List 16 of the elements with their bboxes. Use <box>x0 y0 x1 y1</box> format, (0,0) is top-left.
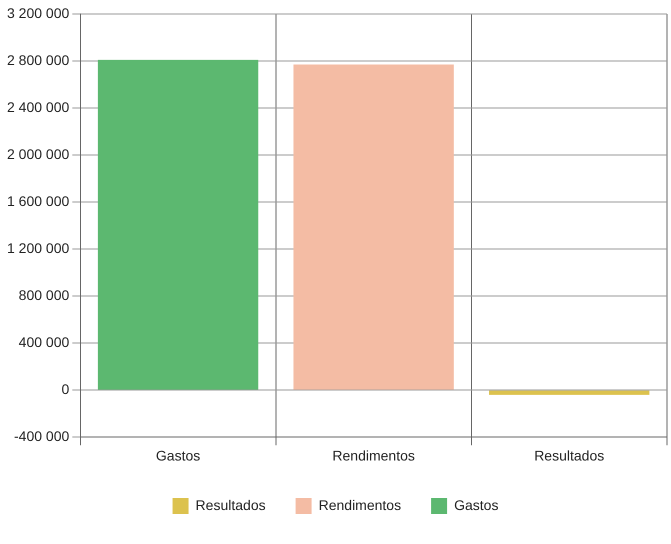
x-tick-label: Rendimentos <box>332 447 415 464</box>
y-tick-label: 2 800 000 <box>6 52 70 68</box>
x-tick-label: Resultados <box>534 447 604 464</box>
y-tick-label: 400 000 <box>18 334 70 350</box>
y-tick-label: 2 400 000 <box>6 98 70 115</box>
y-tick-label: 1 200 000 <box>6 240 70 256</box>
y-tick-label: -400 000 <box>14 428 70 444</box>
x-tick-label: Gastos <box>156 447 200 464</box>
y-tick-label: 0 <box>61 381 70 398</box>
legend-label: Rendimentos <box>318 496 402 513</box>
y-tick-label: 1 600 000 <box>6 192 70 209</box>
legend-label: Gastos <box>454 496 498 513</box>
legend-label: Resultados <box>196 496 266 513</box>
y-tick-label: 2 000 000 <box>6 146 70 162</box>
y-tick-label: 3 200 000 <box>6 4 70 21</box>
y-tick-label: 800 000 <box>18 286 70 303</box>
